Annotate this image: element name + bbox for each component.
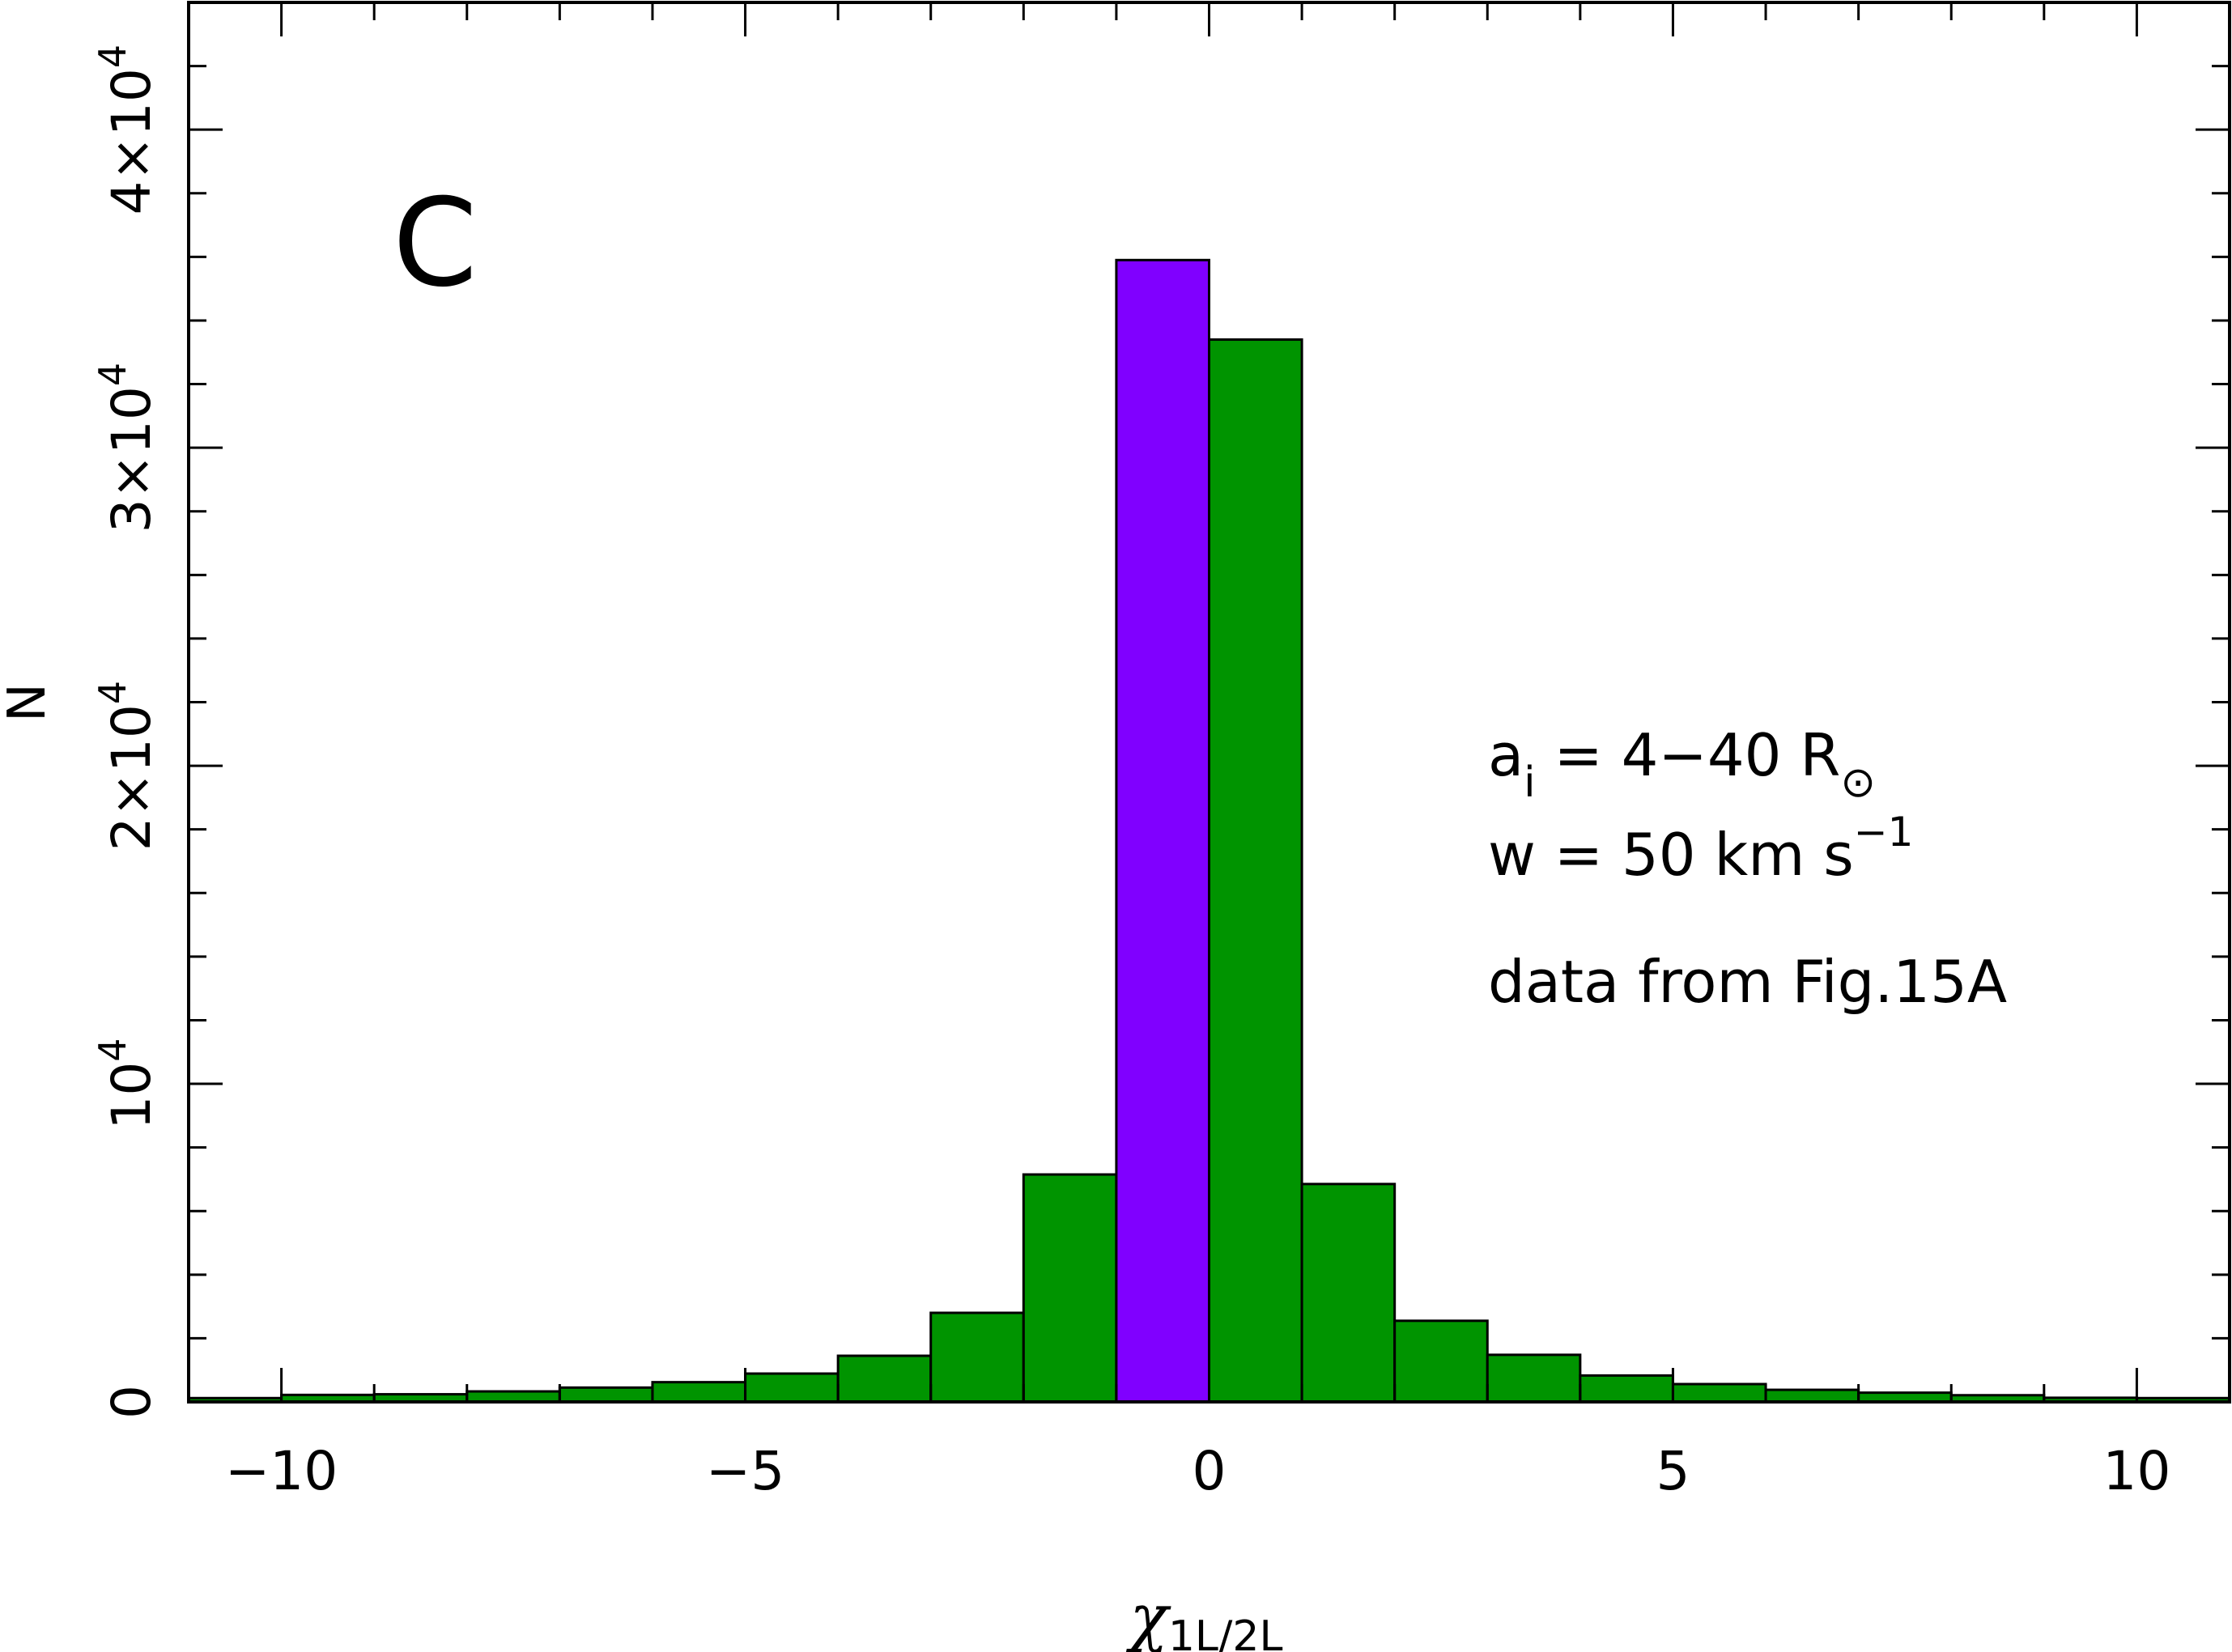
x-tick-label: −5	[706, 1440, 784, 1502]
histogram-bar	[1764, 1388, 1860, 1404]
annotation-segment: a	[1488, 721, 1524, 789]
x-tick-label: 5	[1656, 1440, 1690, 1502]
histogram-bar	[744, 1372, 840, 1404]
bars-layer	[187, 258, 2231, 1404]
histogram-bar	[1393, 1319, 1489, 1404]
y-tick-exponent: 4	[91, 45, 134, 68]
y-tick-exponent: 4	[91, 363, 134, 386]
histogram-bar	[929, 1311, 1025, 1404]
histogram-bar	[1300, 1183, 1397, 1404]
annotation-line: data from Fig.15A	[1488, 948, 2007, 1016]
y-tick-base: 10	[100, 1062, 163, 1130]
y-tick-base: 0	[100, 1385, 163, 1419]
histogram-bar	[836, 1354, 933, 1404]
annotation-segment: = 4−40 R	[1536, 721, 1841, 789]
y-tick-exponent: 4	[91, 681, 134, 704]
y-tick-base: 3×10	[100, 386, 163, 533]
histogram-bar	[1208, 338, 1303, 1404]
y-tick-base: 2×10	[100, 704, 163, 851]
panel-label: C	[393, 173, 478, 314]
annotation-line: ai = 4−40 R⊙	[1488, 721, 1876, 807]
x-tick-label: −10	[225, 1440, 338, 1502]
y-axis-label: N	[0, 683, 57, 722]
histogram-bar	[558, 1386, 654, 1404]
histogram-bar	[1671, 1382, 1767, 1404]
y-tick-exponent: 4	[91, 1038, 134, 1061]
y-tick-base: 4×10	[100, 68, 163, 214]
x-axis-label: χ1L/2L	[1126, 1582, 1283, 1652]
x-tick-label: 10	[2102, 1440, 2170, 1502]
x-tick-label: 0	[1193, 1440, 1227, 1502]
y-tick-label: 3×104	[91, 363, 163, 533]
annotation-segment: ⊙	[1840, 758, 1876, 807]
histogram-bar	[1022, 1173, 1118, 1404]
y-tick-label: 0	[100, 1385, 163, 1419]
x-axis-label-sub: 1L/2L	[1168, 1612, 1283, 1652]
annotation-segment: w = 50 km s	[1488, 821, 1854, 889]
histogram-bar	[1486, 1353, 1582, 1404]
x-axis-label-main: χ	[1126, 1582, 1172, 1652]
histogram-bar	[651, 1381, 747, 1404]
annotation-segment: −1	[1854, 809, 1914, 856]
y-tick-label: 104	[91, 1038, 163, 1129]
annotation-line: w = 50 km s−1	[1488, 809, 1913, 889]
annotation-segment: i	[1524, 758, 1535, 807]
histogram-bar	[1579, 1374, 1674, 1404]
y-tick-label: 4×104	[91, 45, 163, 215]
y-tick-label: 2×104	[91, 681, 163, 851]
histogram-bar	[1115, 258, 1210, 1404]
annotation-segment: data from Fig.15A	[1488, 948, 2007, 1016]
